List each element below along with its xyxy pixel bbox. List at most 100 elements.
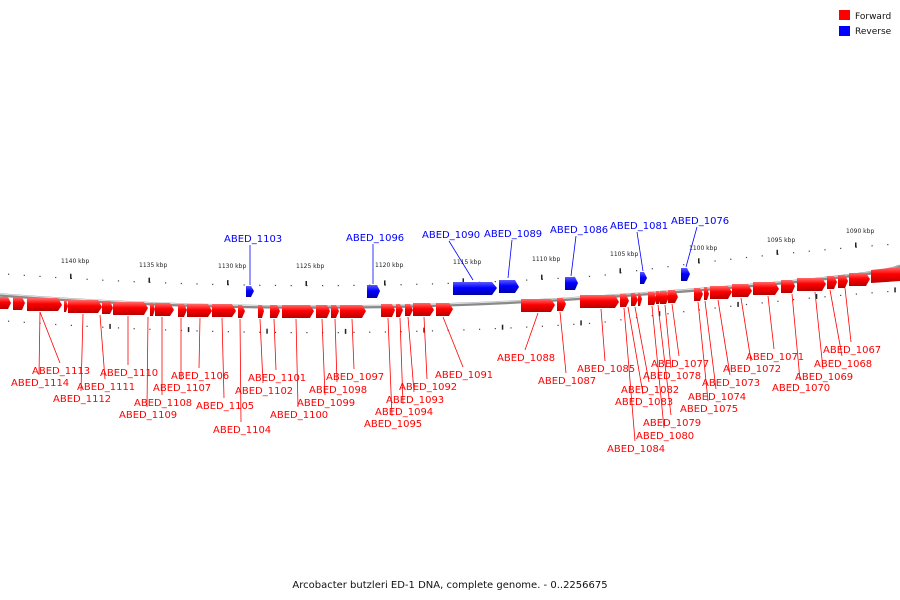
gene-label-forward[interactable]: ABED_1080 (636, 431, 694, 442)
gene-label-forward[interactable]: ABED_1101 (248, 373, 306, 384)
gene-label-forward[interactable]: ABED_1107 (153, 383, 211, 394)
gene-label-forward[interactable]: ABED_1082 (621, 385, 679, 396)
gene-arrow-forward[interactable] (580, 295, 619, 308)
gene-arrow-reverse[interactable] (367, 285, 380, 298)
gene-arrow-forward[interactable] (64, 300, 68, 312)
gene-label-forward[interactable]: ABED_1092 (399, 382, 457, 393)
gene-arrow-forward[interactable] (797, 278, 826, 291)
gene-arrow-forward[interactable] (68, 300, 102, 313)
gene-label-forward[interactable]: ABED_1071 (746, 352, 804, 363)
gene-arrow-forward[interactable] (282, 305, 314, 318)
gene-label-reverse[interactable]: ABED_1086 (550, 225, 608, 236)
gene-label-forward[interactable]: ABED_1100 (270, 410, 328, 421)
gene-label-reverse[interactable]: ABED_1089 (484, 229, 542, 240)
gene-arrow-forward[interactable] (102, 301, 113, 314)
gene-arrow-forward[interactable] (212, 304, 236, 317)
gene-arrow-reverse[interactable] (640, 272, 647, 284)
gene-arrow-forward[interactable] (413, 303, 434, 316)
gene-arrow-forward[interactable] (381, 304, 395, 317)
gene-label-forward[interactable]: ABED_1078 (643, 371, 701, 382)
gene-arrow-forward[interactable] (13, 297, 25, 310)
gene-arrow-forward[interactable] (781, 280, 795, 293)
gene-arrow-forward[interactable] (732, 284, 752, 297)
gene-arrow-reverse[interactable] (453, 282, 497, 295)
gene-label-forward[interactable]: ABED_1068 (814, 359, 872, 370)
gene-label-reverse[interactable]: ABED_1081 (610, 221, 668, 232)
gene-label-forward[interactable]: ABED_1073 (702, 378, 760, 389)
gene-arrow-forward[interactable] (694, 288, 703, 301)
gene-label-forward[interactable]: ABED_1108 (134, 398, 192, 409)
gene-arrow-forward[interactable] (710, 286, 732, 299)
gene-arrow-forward[interactable] (238, 305, 245, 318)
gene-arrow-forward[interactable] (27, 298, 62, 311)
gene-arrow-forward[interactable] (648, 292, 657, 305)
gene-arrow-forward[interactable] (838, 275, 848, 288)
gene-arrow-forward[interactable] (557, 298, 566, 311)
gene-label-forward[interactable]: ABED_1094 (375, 407, 433, 418)
gene-label-reverse[interactable]: ABED_1090 (422, 230, 480, 241)
gene-label-forward[interactable]: ABED_1095 (364, 419, 422, 430)
gene-label-forward[interactable]: ABED_1072 (723, 364, 781, 375)
gene-label-forward[interactable]: ABED_1114 (11, 378, 69, 389)
gene-label-forward[interactable]: ABED_1077 (651, 359, 709, 370)
gene-arrow-forward[interactable] (178, 304, 187, 317)
gene-label-forward[interactable]: ABED_1112 (53, 394, 111, 405)
gene-label-forward[interactable]: ABED_1104 (213, 425, 271, 436)
gene-arrow-forward[interactable] (396, 304, 403, 317)
gene-label-forward[interactable]: ABED_1091 (435, 370, 493, 381)
gene-arrow-forward[interactable] (620, 294, 629, 307)
gene-arrow-reverse[interactable] (681, 268, 690, 281)
gene-label-forward[interactable]: ABED_1070 (772, 383, 830, 394)
gene-label-forward[interactable]: ABED_1113 (32, 366, 90, 377)
gene-arrow-forward[interactable] (638, 293, 642, 306)
gene-arrow-forward[interactable] (150, 303, 155, 316)
gene-arrow-forward[interactable] (258, 305, 264, 318)
gene-arrow-forward[interactable] (668, 290, 678, 303)
gene-label-forward[interactable]: ABED_1075 (680, 404, 738, 415)
gene-label-forward[interactable]: ABED_1069 (795, 372, 853, 383)
gene-label-forward[interactable]: ABED_1093 (386, 395, 444, 406)
gene-arrow-forward[interactable] (521, 299, 555, 312)
gene-label-reverse[interactable]: ABED_1076 (671, 216, 729, 227)
gene-label-forward[interactable]: ABED_1079 (643, 418, 701, 429)
gene-arrow-forward[interactable] (0, 297, 11, 309)
gene-arrow-forward[interactable] (113, 302, 148, 315)
gene-label-forward[interactable]: ABED_1111 (77, 382, 135, 393)
gene-label-forward[interactable]: ABED_1088 (497, 353, 555, 364)
gene-label-forward[interactable]: ABED_1083 (615, 397, 673, 408)
gene-arrow-forward[interactable] (340, 305, 366, 318)
gene-arrow-forward[interactable] (704, 287, 709, 300)
gene-label-forward[interactable]: ABED_1105 (196, 401, 254, 412)
gene-label-forward[interactable]: ABED_1074 (688, 392, 746, 403)
gene-label-forward[interactable]: ABED_1102 (235, 386, 293, 397)
gene-arrow-reverse[interactable] (565, 277, 578, 290)
gene-arrow-forward[interactable] (436, 303, 453, 316)
gene-arrow-forward[interactable] (660, 291, 669, 304)
gene-arrow-forward[interactable] (656, 291, 661, 304)
gene-label-forward[interactable]: ABED_1109 (119, 410, 177, 421)
gene-label-reverse[interactable]: ABED_1103 (224, 234, 282, 245)
gene-arrow-forward[interactable] (270, 305, 280, 318)
gene-label-forward[interactable]: ABED_1106 (171, 371, 229, 382)
gene-label-forward[interactable]: ABED_1099 (297, 398, 355, 409)
gene-arrow-forward[interactable] (405, 304, 413, 316)
gene-arrow-forward[interactable] (871, 267, 900, 283)
gene-arrow-reverse[interactable] (499, 280, 519, 293)
gene-arrow-forward[interactable] (155, 303, 174, 316)
gene-arrow-forward[interactable] (753, 282, 779, 295)
gene-label-forward[interactable]: ABED_1084 (607, 444, 665, 455)
gene-label-forward[interactable]: ABED_1085 (577, 364, 635, 375)
gene-arrow-forward[interactable] (331, 305, 339, 318)
gene-label-forward[interactable]: ABED_1098 (309, 385, 367, 396)
gene-label-forward[interactable]: ABED_1067 (823, 345, 881, 356)
gene-arrow-forward[interactable] (187, 304, 212, 317)
gene-label-forward[interactable]: ABED_1097 (326, 372, 384, 383)
gene-arrow-forward[interactable] (316, 305, 330, 318)
gene-arrow-reverse[interactable] (246, 286, 254, 297)
gene-arrow-forward[interactable] (631, 293, 638, 306)
gene-arrow-forward[interactable] (849, 273, 870, 286)
gene-label-forward[interactable]: ABED_1110 (100, 368, 158, 379)
gene-label-reverse[interactable]: ABED_1096 (346, 233, 404, 244)
gene-arrow-forward[interactable] (827, 276, 837, 289)
gene-label-forward[interactable]: ABED_1087 (538, 376, 596, 387)
